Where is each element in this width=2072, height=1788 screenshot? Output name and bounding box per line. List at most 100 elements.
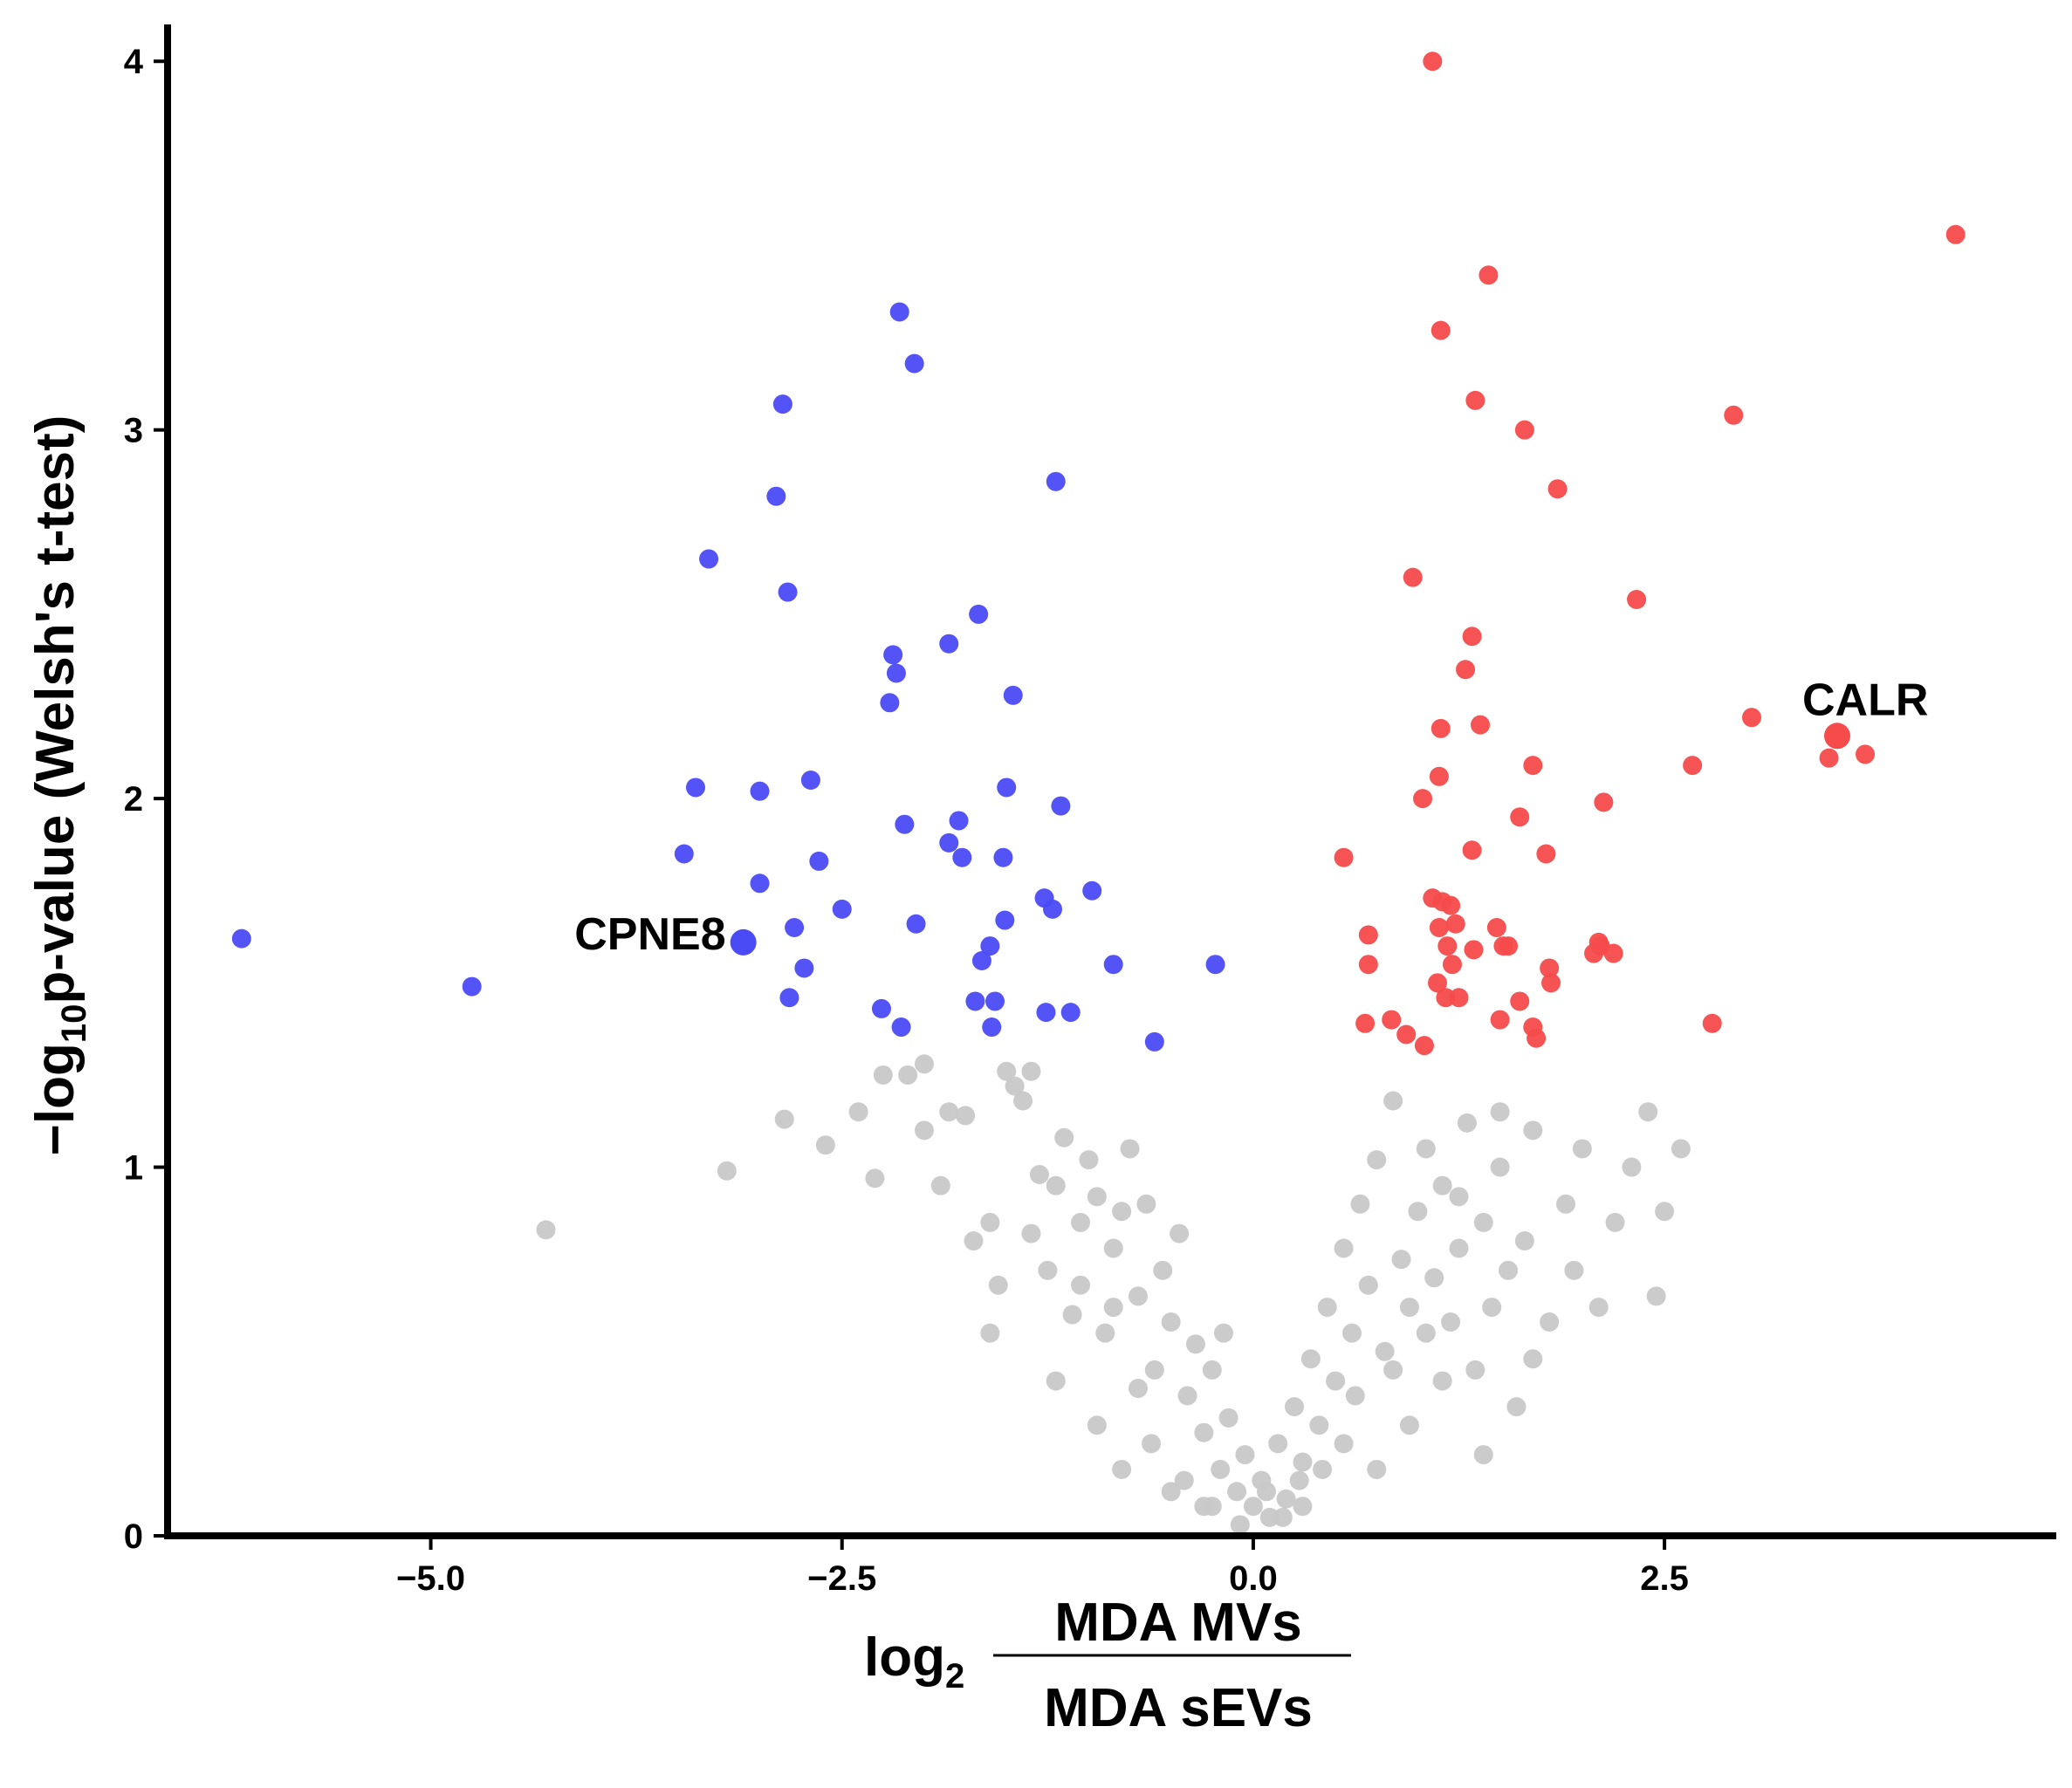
point-ns <box>1161 1482 1181 1502</box>
point-ns <box>1194 1422 1214 1442</box>
point-up <box>1819 748 1839 768</box>
point-down <box>1003 685 1023 705</box>
y-tick-label: 0 <box>124 1517 143 1556</box>
point-ns <box>898 1065 918 1085</box>
point-down <box>939 634 959 654</box>
x-axis-title-denominator: MDA sEVs <box>1044 1678 1313 1738</box>
point-up <box>1486 917 1506 937</box>
point-ns <box>1313 1459 1333 1479</box>
point-up <box>1437 936 1458 956</box>
point-down <box>1144 1031 1164 1052</box>
point-up <box>1431 320 1451 340</box>
point-ns <box>1605 1212 1625 1232</box>
point-ns <box>1029 1165 1049 1185</box>
y-tick-label: 3 <box>124 412 143 450</box>
point-up <box>1499 936 1519 956</box>
point-ns <box>1556 1194 1576 1214</box>
point-down <box>880 693 900 713</box>
point-down <box>904 353 924 373</box>
point-up <box>1358 925 1378 945</box>
point-up <box>1541 973 1561 993</box>
point-ns <box>1473 1212 1493 1232</box>
point-down <box>772 394 792 414</box>
point-ns <box>1174 1470 1194 1490</box>
point-ns <box>1383 1091 1403 1111</box>
point-down <box>993 847 1013 867</box>
point-ns <box>873 1065 893 1085</box>
point-down <box>985 991 1005 1011</box>
point-ns <box>1144 1360 1164 1380</box>
point-up <box>1456 660 1476 680</box>
point-ns <box>848 1102 868 1122</box>
point-ns <box>1424 1268 1444 1288</box>
point-down <box>674 844 694 864</box>
point-ns <box>1142 1434 1162 1454</box>
point-ns <box>1128 1286 1148 1306</box>
point-down <box>949 811 969 831</box>
point-ns <box>956 1106 976 1126</box>
point-ns <box>1293 1497 1313 1517</box>
points-layer <box>231 51 1966 1535</box>
point-down <box>980 936 1000 956</box>
point-down <box>886 663 906 683</box>
point-down <box>1082 880 1102 901</box>
point-ns <box>914 1054 934 1074</box>
point-up <box>1449 988 1469 1008</box>
point-ns <box>1473 1445 1493 1465</box>
point-up <box>1428 973 1448 993</box>
ticks-layer: −5.0 −2.5 0.0 2.5 0 1 2 3 4 <box>124 43 1689 1598</box>
point-up <box>1355 1013 1376 1033</box>
point-ns <box>1655 1202 1675 1222</box>
x-axis-title-log: log2 <box>864 1627 964 1696</box>
point-ns <box>1079 1150 1099 1170</box>
point-ns <box>1185 1334 1205 1354</box>
point-down <box>778 582 798 602</box>
point-ns <box>1177 1386 1197 1406</box>
point-down <box>883 645 903 665</box>
point-ns <box>1259 1507 1280 1527</box>
highlight-point <box>730 928 757 956</box>
point-ns <box>1317 1298 1337 1318</box>
point-ns <box>1564 1260 1584 1280</box>
point-ns <box>1038 1260 1058 1280</box>
point-ns <box>536 1220 556 1240</box>
point-ns <box>988 1275 1008 1295</box>
y-axis-title-suffix: p-value (Welsh's t-test) <box>25 415 86 1004</box>
gene-label: CALR <box>1802 675 1928 725</box>
point-ns <box>1227 1482 1247 1502</box>
point-down <box>832 899 852 919</box>
point-ns <box>1514 1231 1534 1251</box>
point-ns <box>1071 1212 1091 1232</box>
point-up <box>1462 627 1482 647</box>
point-ns <box>1441 1312 1461 1332</box>
point-up <box>1702 1013 1722 1033</box>
y-tick-label: 4 <box>124 43 144 81</box>
point-ns <box>1273 1507 1293 1527</box>
point-ns <box>1341 1323 1362 1343</box>
point-ns <box>1211 1459 1231 1479</box>
point-ns <box>1416 1323 1436 1343</box>
x-tick-label: −5.0 <box>396 1559 465 1598</box>
point-ns <box>1021 1223 1041 1243</box>
point-down <box>891 1017 911 1038</box>
point-down <box>997 778 1017 798</box>
point-ns <box>1345 1386 1365 1406</box>
point-down <box>794 958 814 978</box>
point-ns <box>1523 1120 1543 1141</box>
point-down <box>750 781 770 801</box>
point-ns <box>1638 1102 1658 1122</box>
point-ns <box>1375 1341 1395 1361</box>
point-ns <box>1021 1061 1041 1081</box>
point-ns <box>980 1323 1000 1343</box>
point-up <box>1396 1024 1417 1045</box>
point-ns <box>1268 1434 1288 1454</box>
point-down <box>699 549 719 569</box>
y-axis-title: −log10p-value (Welsh's t-test) <box>25 415 93 1156</box>
point-ns <box>980 1212 1000 1232</box>
point-up <box>1334 847 1354 867</box>
y-tick-label: 2 <box>124 780 143 819</box>
point-ns <box>1213 1323 1233 1343</box>
point-down <box>231 928 251 949</box>
point-up <box>1465 390 1485 410</box>
